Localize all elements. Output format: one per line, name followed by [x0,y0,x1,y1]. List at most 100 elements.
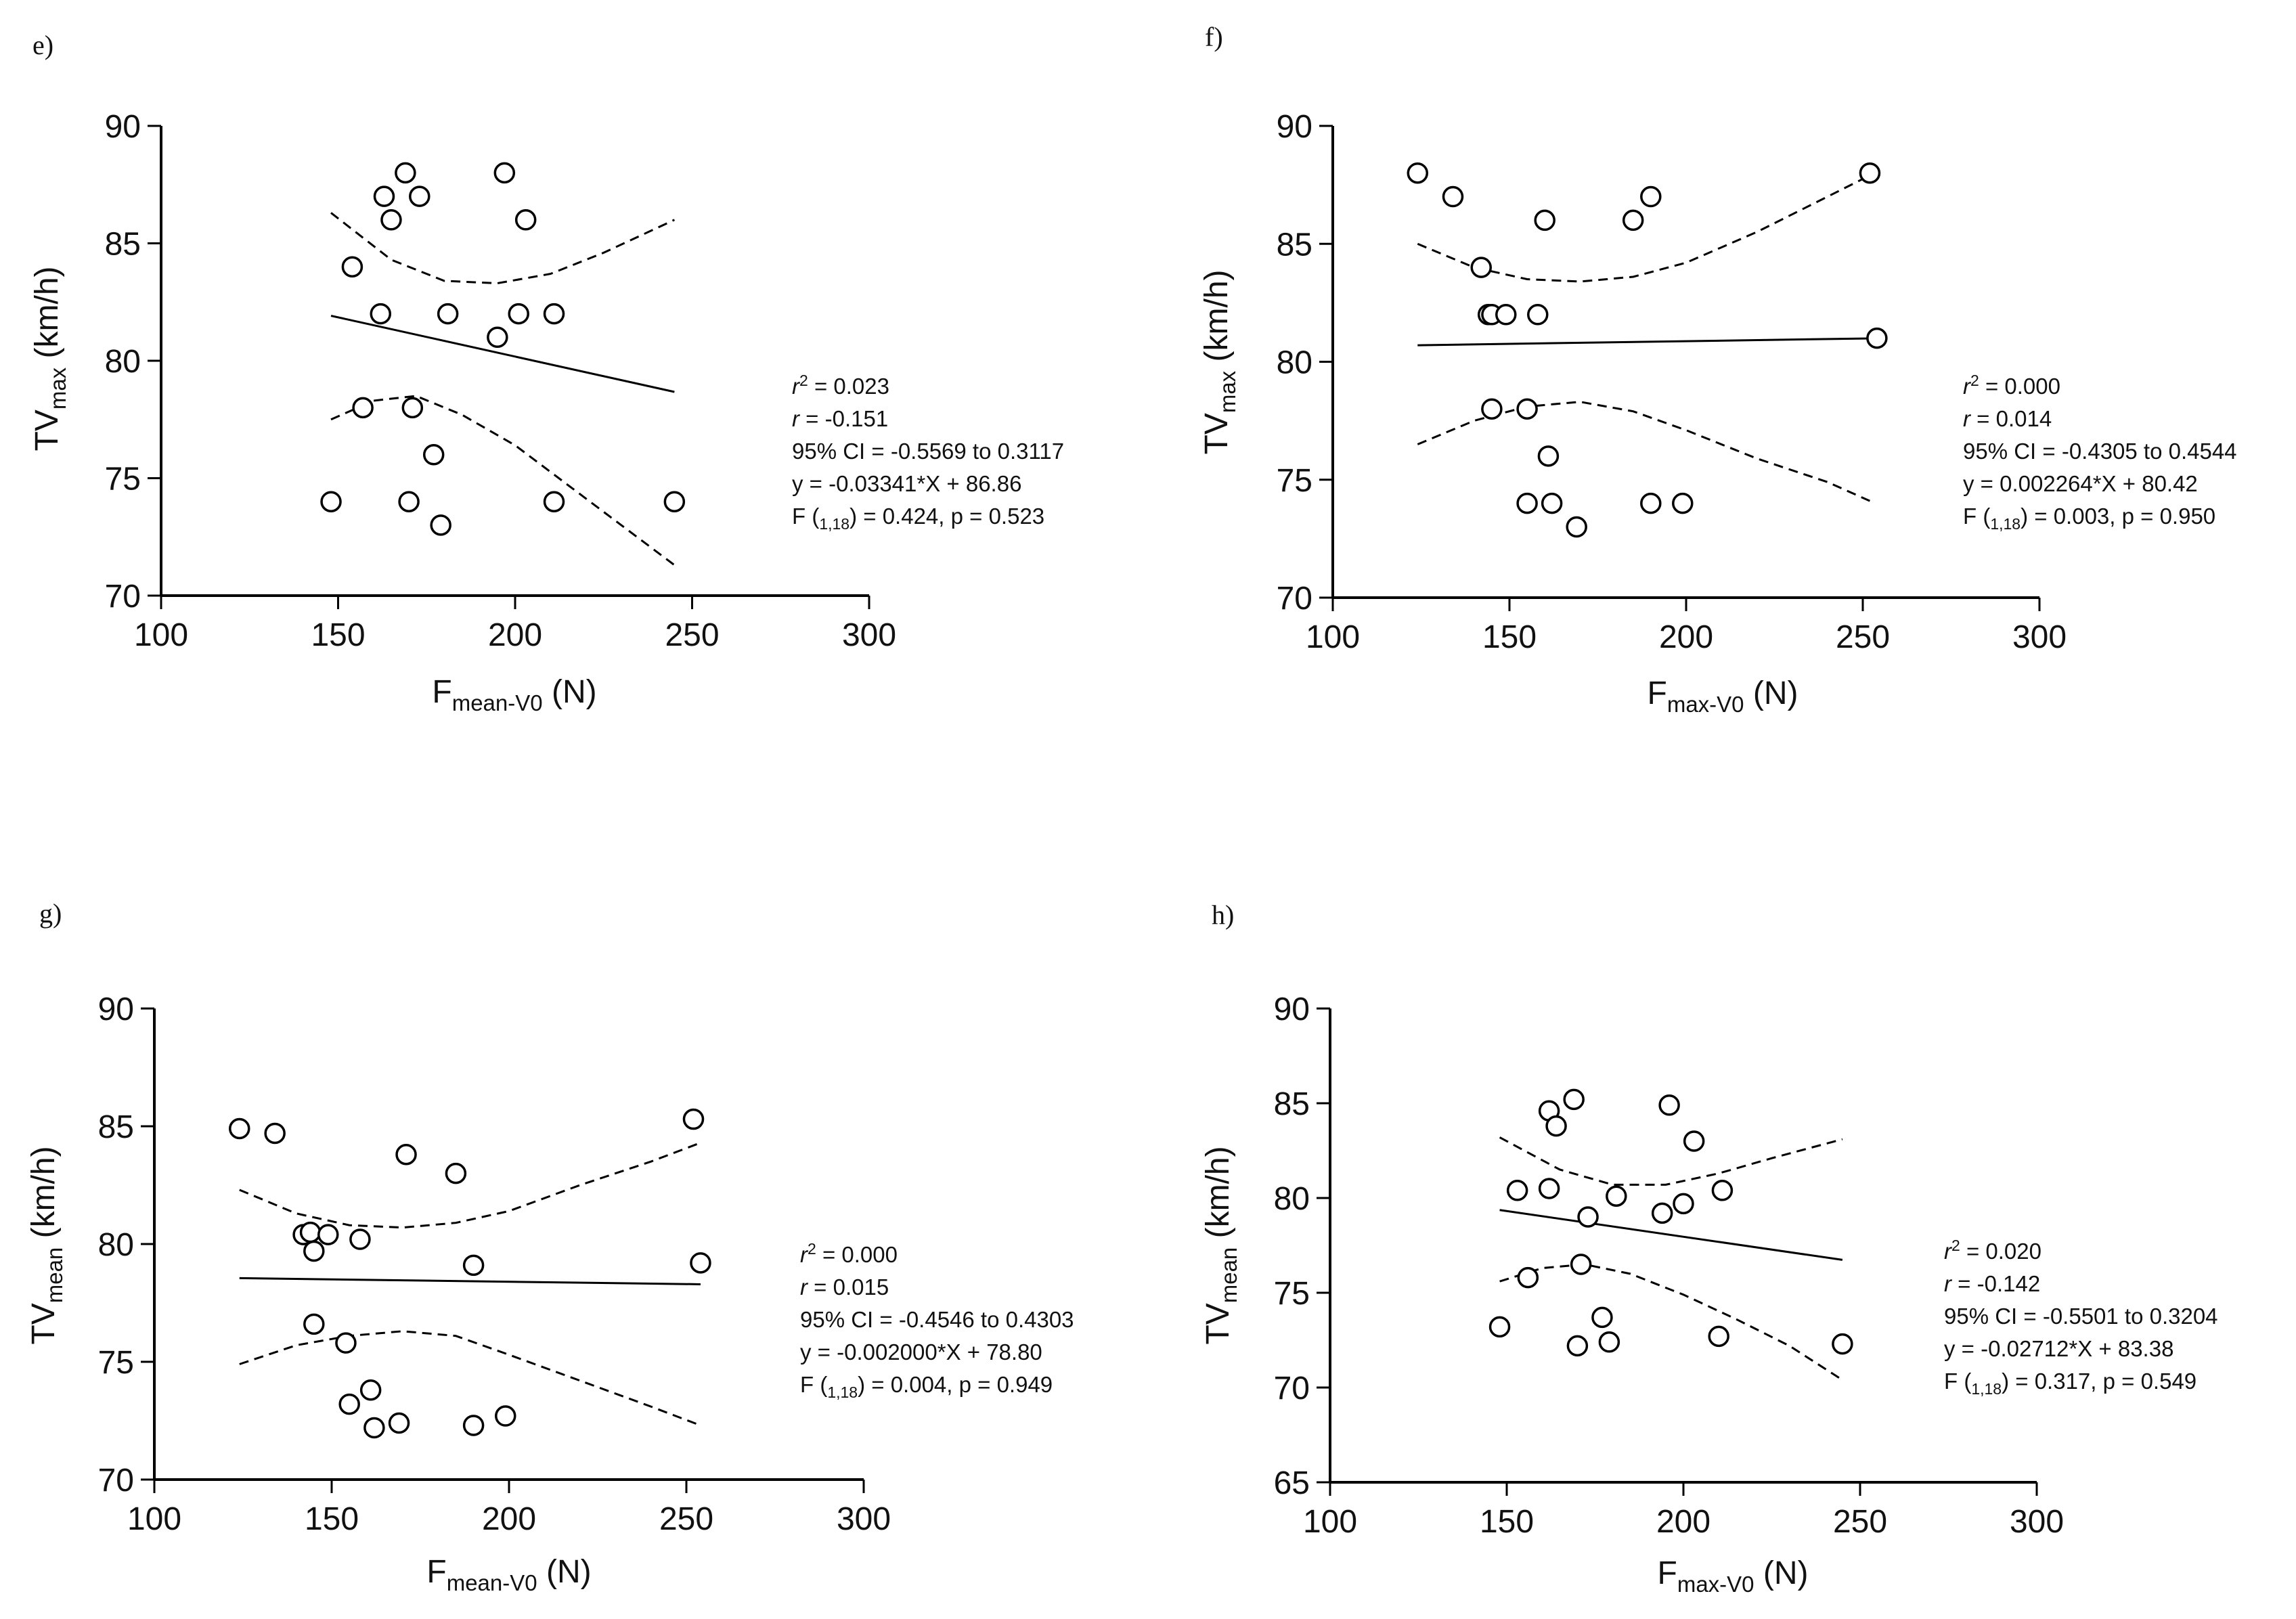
data-point [1673,1193,1694,1215]
data-point [1538,1178,1560,1199]
stat-r-squared: r2 = 0.000 [1963,372,2060,399]
y-tick-label: 75 [1277,463,1312,499]
data-point [514,209,537,231]
panel-label: g) [39,898,62,929]
data-point [335,1332,357,1354]
regression-line [239,1277,701,1285]
stat-ci: 95% CI = -0.4546 to 0.4303 [800,1307,1074,1332]
data-point [430,514,451,536]
stat-f-test: F (1,18) = 0.004, p = 0.949 [800,1372,1053,1401]
x-tick-label: 100 [127,1501,181,1537]
data-point [352,397,374,419]
data-point [1640,492,1662,514]
data-point [349,1228,371,1250]
y-tick-label: 70 [105,579,141,615]
data-point [682,1108,705,1130]
x-tick-label: 250 [1833,1504,1887,1540]
y-tick-label: 65 [1274,1465,1310,1501]
data-point [1708,1325,1729,1348]
y-tick-label: 85 [1274,1086,1310,1122]
y-tick-label: 90 [1277,109,1312,145]
data-point [303,1313,325,1335]
ci-upper-band [1417,174,1871,283]
y-tick-label: 80 [1277,345,1312,381]
data-point [341,256,363,278]
data-point [1534,209,1555,231]
stat-r: r = -0.151 [792,406,888,431]
data-point [370,303,392,325]
x-tick-label: 150 [305,1501,359,1537]
x-tick-label: 100 [1303,1504,1357,1540]
chart-panel-f: f) 70 75 80 85 90 100 150 200 250 300 TVmax (km/h) F… [1199,22,2237,717]
data-point [338,1393,360,1415]
stat-f-test: F (1,18) = 0.424, p = 0.523 [792,504,1044,533]
x-tick-label: 100 [1306,619,1360,655]
regression-line [1499,1209,1843,1261]
data-point [690,1252,711,1274]
x-axis-title: Fmax-V0 (N) [1648,675,1798,717]
data-point [1598,1331,1620,1353]
x-tick-label: 300 [842,617,896,653]
x-tick-label: 150 [1480,1504,1534,1540]
data-point [543,303,565,325]
data-point [1566,516,1587,538]
data-point [1577,1206,1599,1228]
data-point [1672,492,1694,514]
data-point [1516,398,1538,420]
data-point [398,491,420,512]
stat-equation: y = -0.03341*X + 86.86 [792,471,1021,496]
data-point [1622,209,1644,231]
panel-label: f) [1205,22,1223,52]
data-point [1537,445,1560,467]
x-tick-label: 300 [2010,1504,2064,1540]
data-point [409,185,430,207]
data-point [395,162,416,184]
data-point [1541,492,1563,514]
y-tick-label: 90 [105,109,141,145]
data-point [1481,398,1503,420]
stat-equation: y = -0.002000*X + 78.80 [800,1339,1042,1365]
x-tick-label: 200 [482,1501,536,1537]
ci-lower-band [330,395,676,567]
panel-label: h) [1212,900,1234,930]
data-point [317,1224,339,1245]
data-point [373,185,395,207]
data-point [422,444,445,466]
data-point [1563,1088,1585,1111]
ci-lower-band [239,1330,701,1427]
y-axis-title: TVmean (km/h) [26,1146,67,1344]
data-point [299,1221,322,1243]
stat-r-squared: r2 = 0.023 [792,372,889,399]
data-point [1566,1335,1589,1357]
data-point [437,303,459,325]
data-point [462,1415,485,1436]
data-point [229,1117,250,1140]
data-point [1651,1202,1673,1224]
y-tick-label: 85 [1277,227,1312,263]
data-point [1606,1185,1627,1207]
data-point [359,1379,382,1401]
data-point [401,397,424,419]
data-point [543,491,565,512]
x-tick-label: 200 [1659,619,1713,655]
data-point [320,491,342,512]
data-point [493,162,516,184]
stat-ci: 95% CI = -0.5501 to 0.3204 [1944,1304,2218,1329]
data-point [1640,185,1662,208]
chart-panel-h: h) 65 70 75 80 85 90 100 150 200 250 300 TVmean (km/… [1200,900,2218,1597]
y-tick-label: 85 [98,1109,134,1145]
y-tick-label: 70 [98,1463,134,1499]
data-point [1545,1115,1567,1137]
y-axis-title: TVmax (km/h) [1199,269,1240,454]
panel-label: e) [32,30,53,60]
data-point [1517,1266,1539,1289]
x-axis-title: Fmax-V0 (N) [1658,1555,1809,1597]
y-tick-label: 80 [1274,1181,1310,1217]
x-tick-label: 300 [837,1501,891,1537]
data-point [1658,1094,1680,1116]
data-point [1711,1180,1734,1201]
data-point [1866,327,1888,349]
x-tick-label: 250 [1836,619,1890,655]
stat-r-squared: r2 = 0.000 [800,1240,898,1267]
